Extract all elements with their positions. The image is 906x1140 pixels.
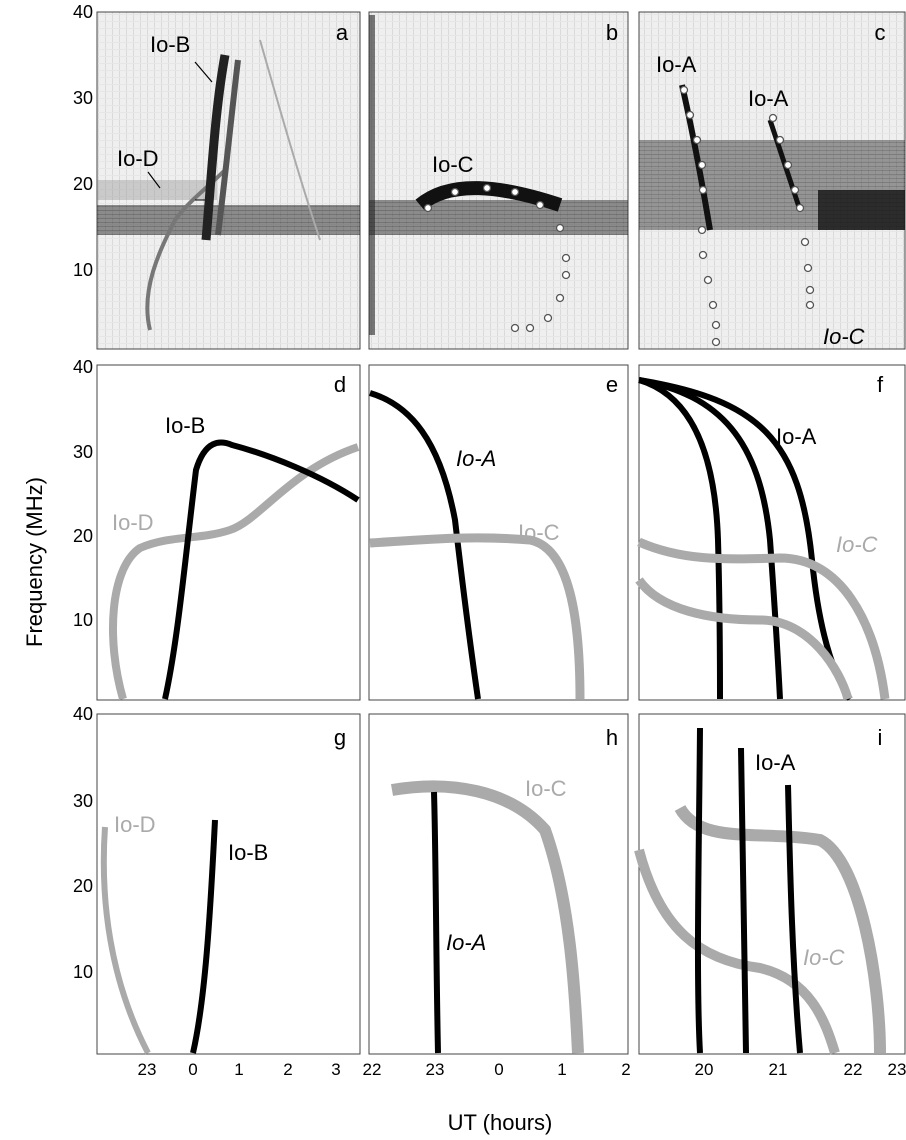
label-io-d: Io-D [117, 146, 159, 171]
panel-e: e Io-A Io-C [368, 364, 629, 701]
x-tick-label: 2 [283, 1060, 292, 1079]
panel-letter: f [877, 372, 884, 397]
panel-f: f Io-A Io-C [635, 364, 906, 701]
x-tick-label: 23 [426, 1060, 445, 1079]
x-tick-label: 20 [695, 1060, 714, 1079]
label-io-a: Io-A [656, 52, 697, 77]
panel-letter: e [606, 372, 618, 397]
panel-c: c Io-A Io-A Io-C [638, 11, 906, 350]
x-tick-label: 0 [494, 1060, 503, 1079]
label-io-d: Io-D [112, 510, 154, 535]
x-tick-label: 2 [621, 1060, 630, 1079]
label-io-a: Io-A [776, 424, 817, 449]
label-io-b: Io-B [150, 32, 190, 57]
label-io-b: Io-B [228, 840, 268, 865]
panel-letter: g [334, 725, 346, 750]
y-tick-label: 20 [73, 526, 93, 546]
panel-letter: c [875, 20, 886, 45]
x-tick-label: 22 [844, 1060, 863, 1079]
label-io-a: Io-A [755, 750, 796, 775]
y-tick-label: 10 [73, 260, 93, 280]
label-io-c: Io-C [432, 152, 474, 177]
label-io-a: Io-A [446, 930, 486, 955]
label-io-a: Io-A [748, 86, 789, 111]
y-tick-label: 40 [73, 357, 93, 377]
label-io-c: Io-C [803, 945, 845, 970]
x-tick-label: 0 [188, 1060, 197, 1079]
x-tick-label: 21 [769, 1060, 788, 1079]
y-tick-label: 20 [73, 174, 93, 194]
x-tick-label: 3 [331, 1060, 340, 1079]
y-tick-labels: 40 30 20 10 40 30 20 10 40 30 20 10 [73, 2, 93, 982]
x-tick-labels: 23 0 1 2 3 22 23 0 1 2 20 21 22 23 [138, 1060, 906, 1079]
y-tick-label: 30 [73, 88, 93, 108]
y-tick-label: 30 [73, 442, 93, 462]
label-io-c: Io-C [823, 324, 865, 349]
panel-i: i Io-A Io-C [634, 713, 906, 1055]
panel-d: d Io-B Io-D [96, 364, 361, 701]
x-tick-label: 1 [557, 1060, 566, 1079]
label-io-c: Io-C [518, 520, 560, 545]
panel-b: b Io-C [368, 11, 629, 350]
panel-letter: a [336, 20, 349, 45]
y-tick-label: 10 [73, 610, 93, 630]
x-tick-label: 23 [888, 1060, 906, 1079]
y-axis-label: Frequency (MHz) [22, 477, 47, 647]
panel-letter: i [878, 725, 883, 750]
panel-letter: d [334, 372, 346, 397]
panel-letter: h [606, 725, 618, 750]
label-io-a: Io-A [456, 446, 496, 471]
panel-letter: b [606, 20, 618, 45]
label-io-c: Io-C [836, 532, 878, 557]
label-io-d: Io-D [114, 812, 156, 837]
y-tick-label: 10 [73, 962, 93, 982]
panel-h: h Io-C Io-A [368, 713, 629, 1055]
y-tick-label: 20 [73, 876, 93, 896]
x-axis-label: UT (hours) [448, 1110, 553, 1135]
label-io-c: Io-C [525, 776, 567, 801]
y-tick-label: 40 [73, 2, 93, 22]
x-tick-label: 1 [234, 1060, 243, 1079]
y-tick-label: 40 [73, 704, 93, 724]
panel-g: g Io-D Io-B [96, 713, 361, 1055]
label-io-b: Io-B [165, 413, 205, 438]
x-tick-label: 22 [363, 1060, 382, 1079]
y-tick-label: 30 [73, 791, 93, 811]
panel-a: a Io-B Io-D [96, 11, 361, 350]
x-tick-label: 23 [138, 1060, 157, 1079]
